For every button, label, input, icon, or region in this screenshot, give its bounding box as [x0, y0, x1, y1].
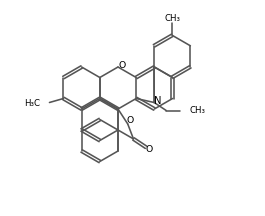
Text: H₃C: H₃C — [24, 99, 41, 108]
Text: CH₃: CH₃ — [164, 14, 180, 23]
Text: O: O — [126, 116, 133, 125]
Text: CH₃: CH₃ — [189, 106, 205, 115]
Text: O: O — [118, 60, 126, 70]
Text: O: O — [145, 145, 153, 154]
Text: N: N — [154, 97, 162, 106]
